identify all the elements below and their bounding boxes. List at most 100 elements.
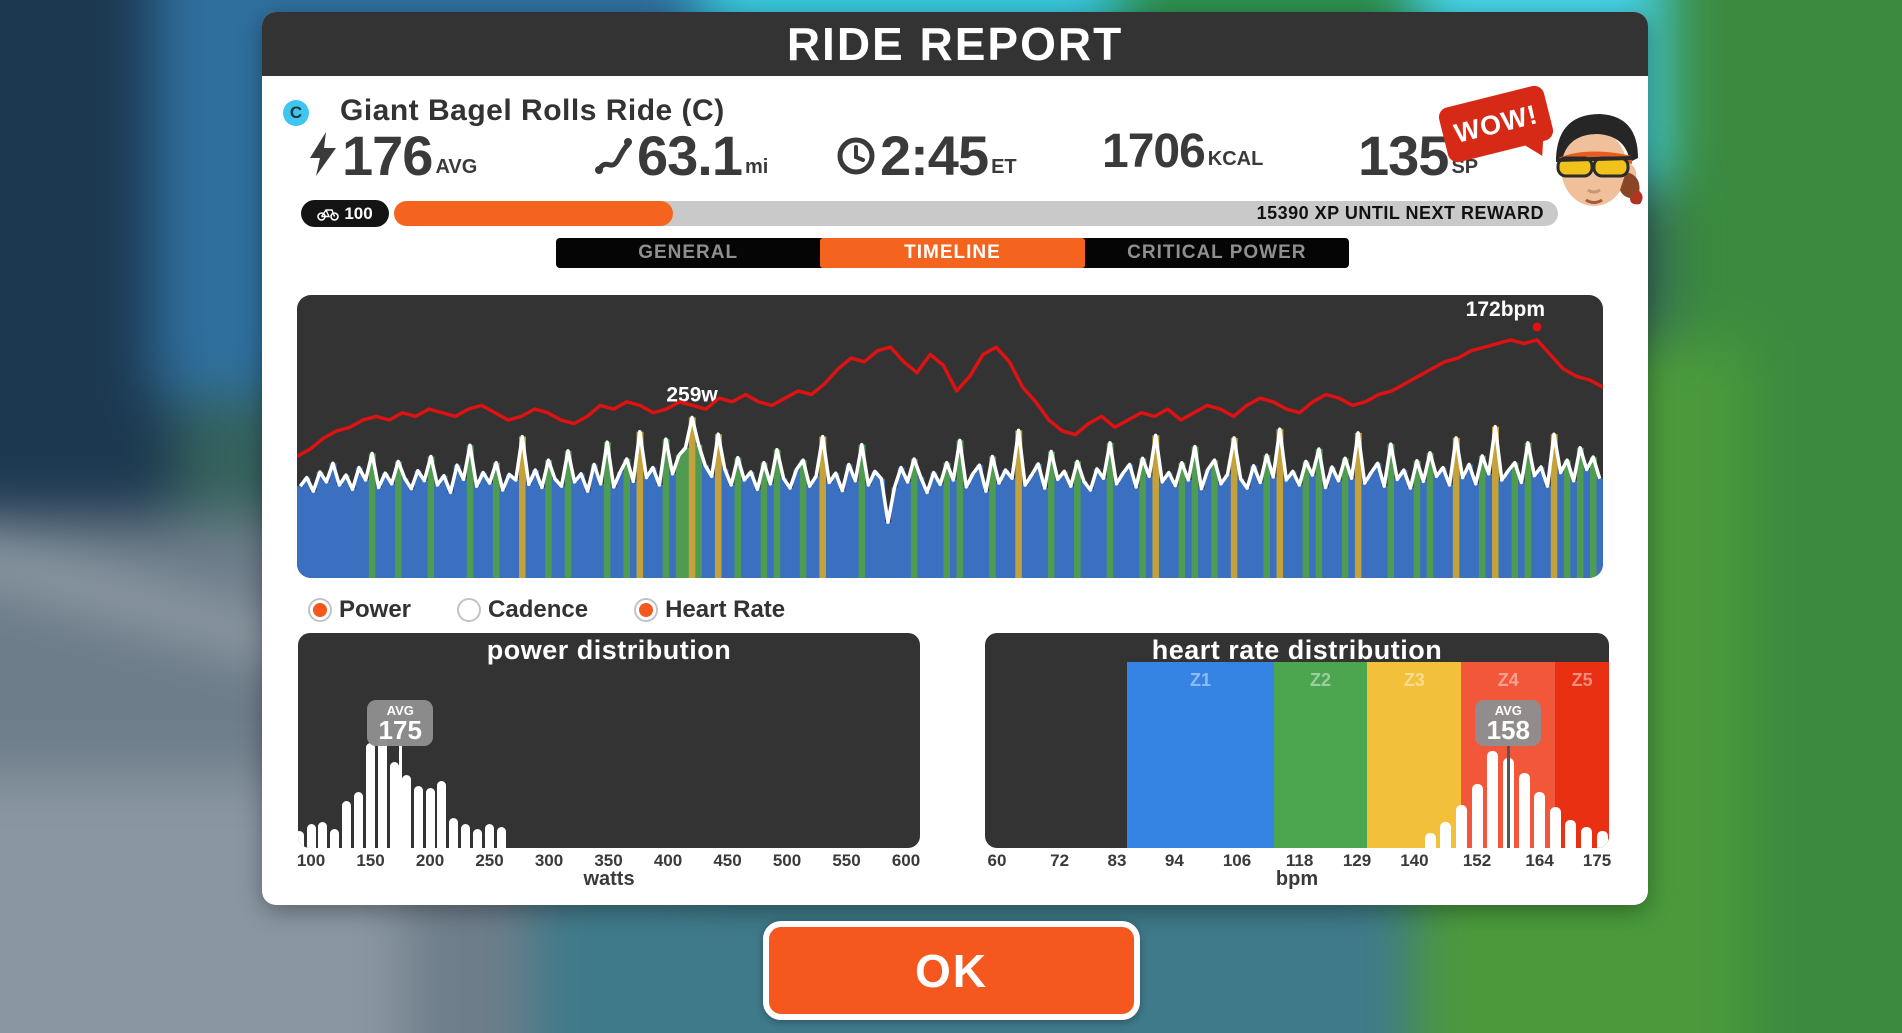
histogram-bar (1440, 822, 1452, 848)
axis-tick: 600 (891, 851, 921, 870)
stat-unit: ET (991, 156, 1017, 178)
axis-tick: 100 (296, 851, 326, 870)
axis-tick: 72 (1050, 851, 1070, 870)
stat-value: 1706 (1102, 125, 1206, 178)
bike-icon (317, 208, 340, 221)
toggle-label: Power (339, 596, 412, 623)
histogram-bar (354, 792, 364, 848)
histogram-bar (1534, 792, 1546, 848)
ride-name: Giant Bagel Rolls Ride (C) (340, 94, 725, 127)
histogram-bar (1455, 805, 1467, 848)
timeline-chart: 259w 172bpm (297, 295, 1603, 578)
hr-zone-label: Z5 (1571, 670, 1593, 690)
hr-zone-band: Z3 (1367, 662, 1462, 848)
avg-label: AVG (1494, 702, 1522, 718)
axis-tick: 152 (1462, 851, 1492, 870)
histogram-bar (496, 826, 506, 848)
axis-tick: 250 (475, 851, 504, 870)
axis-tick: 83 (1107, 851, 1127, 870)
histogram-bar (330, 828, 340, 848)
toggle-label: Cadence (488, 596, 589, 623)
axis-tick: 175 (1582, 851, 1612, 870)
histogram-bar (1424, 832, 1436, 848)
tab-timeline[interactable]: TIMELINE (820, 238, 1085, 268)
lightning-icon (310, 132, 336, 176)
hr-zone-label: Z3 (1403, 670, 1425, 690)
histogram-bar (485, 824, 494, 848)
axis-tick: 118 (1285, 851, 1314, 870)
level-number: 100 (344, 203, 373, 223)
avg-value: 175 (378, 714, 422, 745)
report-tabs: GENERAL TIMELINE CRITICAL POWER (556, 238, 1349, 268)
tab-critical-power[interactable]: CRITICAL POWER (1127, 242, 1307, 263)
hr-axis: 60 72 83 94 106 118 129 140 152 164 175 (985, 851, 1612, 891)
ok-button[interactable]: OK (763, 921, 1140, 1020)
histogram-bar (1518, 772, 1530, 848)
rider-avatar-group: WOW! (1430, 74, 1660, 209)
hr-zone-band: Z2 (1273, 662, 1368, 848)
histogram-bar (1487, 751, 1499, 848)
tab-general[interactable]: GENERAL (638, 242, 739, 263)
hr-distribution-panel: heart rate distribution Z1 Z2 Z3 Z4 Z5 AVG 158 (985, 633, 1609, 848)
axis-tick: 400 (653, 851, 683, 870)
ride-title-row: C Giant Bagel Rolls Ride (C) (262, 90, 1648, 130)
power-axis-label: watts (583, 868, 635, 890)
histogram-bar (306, 824, 316, 848)
avg-label: AVG (386, 702, 414, 718)
histogram-bar (389, 762, 399, 848)
hr-zone-band: Z5 (1555, 662, 1609, 848)
avg-value: 158 (1486, 714, 1530, 745)
histogram-bar (425, 787, 435, 848)
xp-progress-bar: 15390 XP UNTIL NEXT REWARD (394, 201, 1558, 226)
axis-tick: 140 (1400, 851, 1429, 870)
level-badge: 100 (301, 200, 389, 227)
dialog-titlebar: RIDE REPORT (262, 12, 1648, 76)
category-badge: C (283, 100, 309, 126)
histogram-bar (1549, 807, 1561, 848)
xp-progress-fill (394, 201, 674, 226)
axis-tick: 150 (356, 851, 385, 870)
radio-cadence[interactable] (457, 598, 482, 622)
clock-icon (837, 137, 875, 175)
avg-badge: AVG 158 (1475, 700, 1542, 746)
histogram-bar (449, 817, 459, 848)
wow-text: WOW! (1451, 98, 1541, 149)
xp-remaining-label: 15390 XP UNTIL NEXT REWARD (1256, 203, 1544, 223)
histogram-bar (1471, 783, 1483, 848)
axis-tick: 500 (772, 851, 802, 870)
wow-speech-bubble: WOW! (1436, 83, 1556, 165)
stat-unit: KCAL (1207, 148, 1264, 170)
toggle-heart-rate[interactable]: Heart Rate (634, 596, 785, 624)
stat-distance: 63.1 mi (595, 128, 768, 184)
stat-unit: AVG (435, 156, 478, 178)
hr-zone-label: Z2 (1309, 670, 1331, 690)
axis-tick: 60 (987, 851, 1007, 870)
axis-tick: 550 (832, 851, 861, 870)
axis-tick: 129 (1342, 851, 1372, 870)
histogram-bar (342, 800, 352, 848)
stat-value: 2:45 (880, 124, 989, 187)
radio-power[interactable] (308, 598, 332, 622)
axis-tick: 300 (534, 851, 564, 870)
dialog-title: RIDE REPORT (786, 18, 1124, 70)
power-distribution-panel: power distribution AVG 175 (298, 633, 920, 848)
stat-elapsed-time: 2:45 ET (836, 128, 1017, 184)
toggle-power[interactable]: Power (308, 596, 411, 624)
toggle-label: Heart Rate (665, 596, 786, 623)
hr-axis-label: bpm (1275, 868, 1319, 890)
axis-tick: 94 (1164, 851, 1184, 870)
toggle-cadence[interactable]: Cadence (457, 596, 588, 624)
route-icon (595, 138, 632, 174)
histogram-bar (401, 774, 411, 848)
power-axis: 100 150 200 250 300 350 400 450 500 550 600 (296, 851, 921, 891)
axis-tick: 164 (1525, 851, 1554, 870)
radio-heart-rate[interactable] (634, 598, 659, 622)
axis-tick: 450 (713, 851, 742, 870)
stat-calories: 1706 KCAL (1102, 128, 1263, 176)
hr-zone-label: Z1 (1189, 670, 1211, 690)
ok-button-label: OK (915, 944, 988, 997)
series-toggles: Power Cadence Heart Rate (308, 594, 831, 626)
axis-tick: 200 (415, 851, 445, 870)
